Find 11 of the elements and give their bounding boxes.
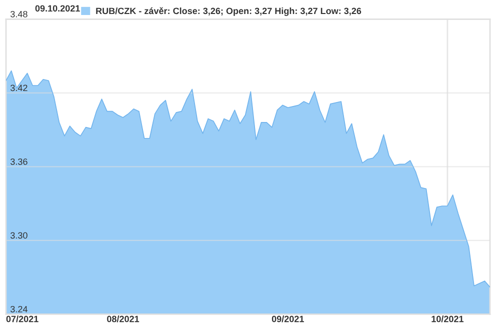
y-tick-label: 3.24 xyxy=(10,306,28,312)
y-tick-label: 3.30 xyxy=(10,232,28,239)
x-tick-label: 10/2021 xyxy=(432,316,464,322)
x-tick-label: 08/2021 xyxy=(107,316,140,322)
y-tick-label: 3.42 xyxy=(10,84,28,92)
chart-title: 09.10.2021 xyxy=(35,5,80,12)
y-tick-label: 3.48 xyxy=(10,10,28,18)
legend-label: RUB/CZK - závěr: Close: 3,26; Open: 3,27 High: 3,27 Low: 3,26 xyxy=(96,7,362,16)
x-tick-label: 07/2021 xyxy=(6,316,38,322)
x-tick-label: 09/2021 xyxy=(272,316,304,322)
y-tick-label: 3.36 xyxy=(10,158,28,165)
